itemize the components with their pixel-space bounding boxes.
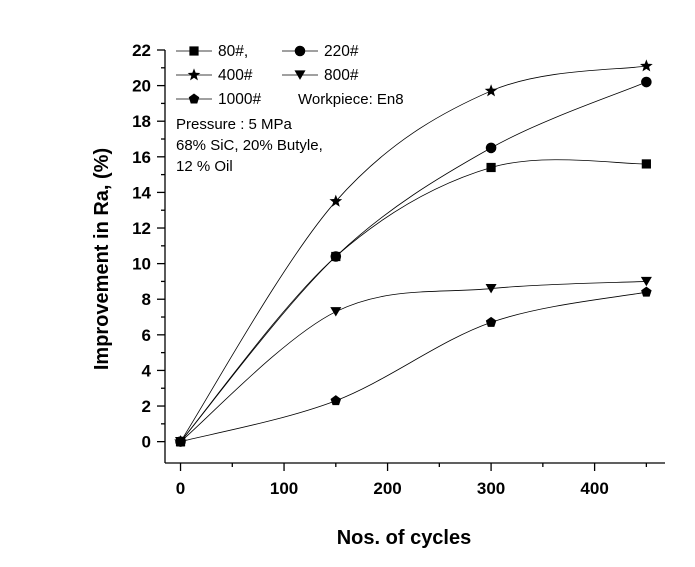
fit-curve-1000 (180, 291, 647, 443)
data-point-400 (329, 194, 343, 207)
data-point-1000 (641, 286, 652, 297)
data-point-400 (640, 59, 653, 72)
annotation-oil: 12 % Oil (176, 158, 233, 175)
legend: 80#, 220# 400# 800# 1000# (176, 43, 359, 108)
y-tick-label: 10 (132, 255, 151, 274)
x-tick-label: 400 (580, 479, 608, 498)
x-tick-label: 300 (477, 479, 505, 498)
annotation-pressure: Pressure : 5 MPa (176, 116, 293, 133)
x-axis-title: Nos. of cycles (337, 527, 472, 549)
legend-label-400: 400# (218, 67, 253, 84)
y-tick-label: 18 (132, 112, 151, 131)
data-point-1000 (485, 316, 497, 327)
y-tick-label: 16 (132, 148, 151, 167)
y-tick-label: 14 (132, 183, 151, 202)
y-tick-label: 4 (142, 361, 152, 380)
legend-marker-80 (189, 46, 199, 56)
x-tick-label: 0 (176, 479, 185, 498)
fit-curve-220 (180, 81, 647, 442)
data-point-800 (485, 283, 497, 294)
legend-label-220: 220# (324, 43, 359, 60)
annotation-composition: 68% SiC, 20% Butyle, (176, 137, 323, 154)
x-tick-label: 100 (270, 479, 298, 498)
y-tick-label: 2 (142, 397, 151, 416)
data-point-800 (640, 276, 652, 287)
fit-curve-80 (180, 159, 647, 442)
legend-label-1000: 1000# (218, 91, 261, 108)
axes: 0 2 4 6 8 10 12 14 16 18 20 22 0 100 200 300 400 (132, 41, 665, 498)
annotations: Workpiece: En8 Pressure : 5 MPa 68% SiC, 2… (176, 91, 404, 175)
x-tick-label: 200 (373, 479, 401, 498)
legend-marker-1000 (188, 93, 200, 104)
data-point-220 (485, 142, 497, 154)
data-point-220 (330, 251, 342, 262)
legend-label-800: 800# (324, 67, 359, 84)
fit-curve-800 (180, 281, 647, 442)
y-tick-label: 8 (142, 290, 151, 309)
annotation-workpiece: Workpiece: En8 (298, 91, 404, 108)
y-tick-label: 22 (132, 41, 151, 60)
data-point-800 (330, 307, 342, 317)
y-tick-label: 20 (132, 77, 151, 96)
legend-marker-400 (187, 68, 201, 81)
data-point-80 (486, 162, 496, 173)
legend-marker-800 (294, 70, 306, 80)
y-axis-title: Improvement in Ra, (%) (91, 148, 113, 370)
legend-marker-220 (294, 45, 306, 57)
y-tick-label: 6 (142, 326, 151, 345)
data-markers (174, 59, 653, 448)
data-point-1000 (175, 436, 186, 447)
fit-curves (180, 65, 647, 443)
data-point-1000 (330, 395, 342, 406)
data-point-400 (484, 84, 498, 97)
y-tick-label: 0 (142, 433, 151, 452)
legend-label-80: 80#, (218, 43, 248, 60)
data-point-80 (641, 159, 651, 169)
fit-curve-400 (180, 65, 647, 442)
y-tick-label: 12 (132, 219, 151, 238)
data-point-220 (641, 76, 652, 88)
